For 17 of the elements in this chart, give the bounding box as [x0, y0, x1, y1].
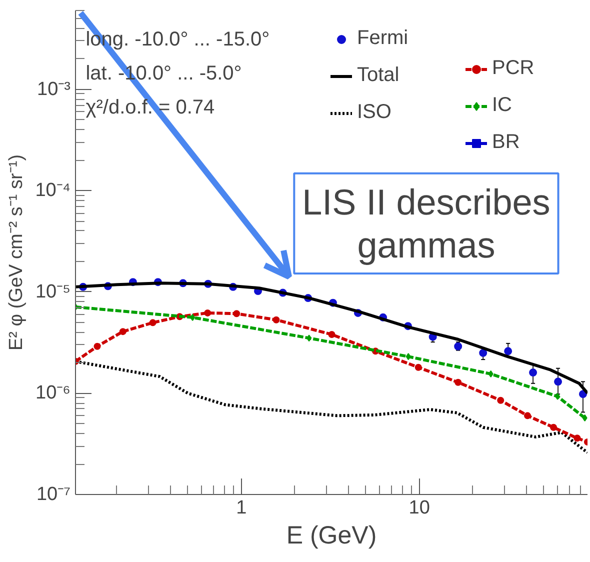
- y-tick-label: 10⁻⁵: [35, 281, 71, 302]
- x-tick-label: 10: [408, 498, 430, 518]
- legend-label: PCR: [492, 57, 534, 80]
- y-tick-label: 10⁻⁷: [36, 484, 71, 505]
- legend-label: BR: [492, 131, 520, 154]
- x-axis-title: E (GeV): [286, 522, 377, 550]
- y-axis-title: E² φ (GeV cm⁻² s⁻¹ sr⁻¹): [6, 154, 28, 351]
- legend-label: Fermi: [357, 27, 408, 50]
- annotation: LIS II describes gammas: [302, 181, 550, 266]
- legend-label: IC: [492, 94, 512, 117]
- annotation: χ²/d.o.f. = 0.74: [86, 96, 215, 118]
- y-tick-label: 10⁻⁴: [35, 180, 71, 202]
- legend-label: Total: [357, 64, 400, 87]
- x-tick-label: 1: [236, 498, 247, 518]
- legend-label: ISO: [357, 101, 392, 124]
- y-tick-label: 10⁻³: [37, 78, 71, 100]
- y-tick-label: 10⁻⁶: [36, 382, 71, 404]
